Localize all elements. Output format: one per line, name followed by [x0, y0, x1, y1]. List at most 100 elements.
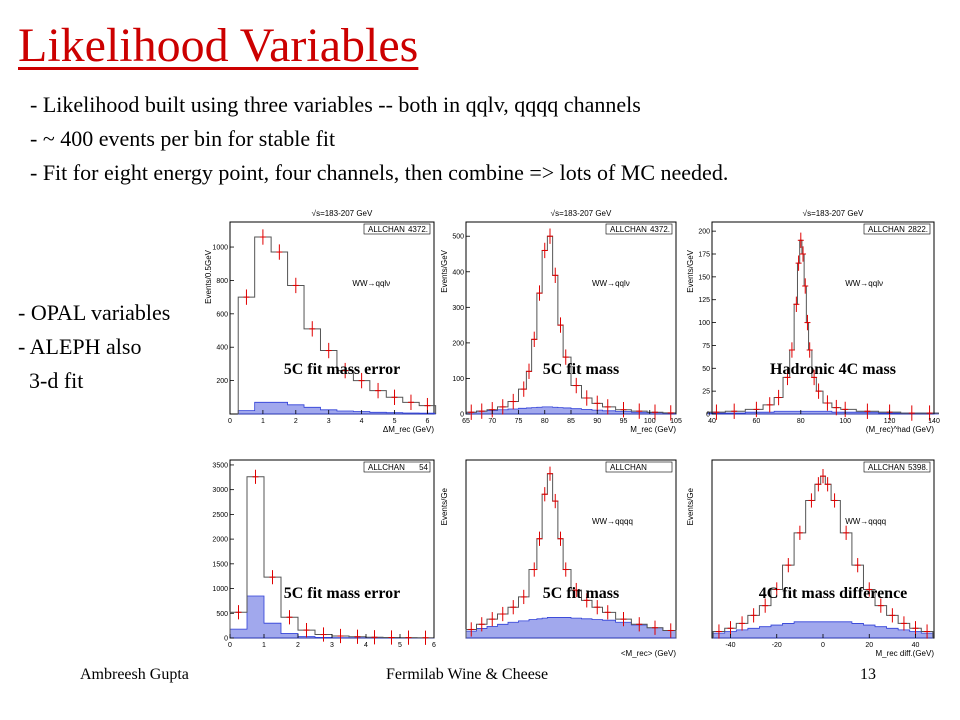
x-tick-label: 75 — [515, 418, 523, 425]
stats-box — [863, 223, 931, 235]
data-point — [499, 399, 506, 415]
y-tick-label: 2500 — [212, 512, 228, 519]
x-tick-label: 5 — [393, 418, 397, 425]
side-note-opal: - OPAL variables — [18, 300, 171, 325]
x-tick-label: 65 — [462, 418, 470, 425]
data-point — [405, 630, 412, 645]
plot-label: 5C fit mass error — [284, 585, 401, 602]
data-point — [536, 285, 543, 301]
stats-entries: 5398. — [908, 463, 928, 472]
x-tick-label: 6 — [425, 418, 429, 425]
channel-label: WW→qqqq — [592, 517, 633, 526]
x-axis-label: (M_rec)^had (GeV) — [866, 425, 935, 434]
plot-label: 4C fit mass difference — [759, 585, 908, 602]
data-point — [652, 404, 658, 420]
data-point — [831, 493, 838, 508]
data-point — [594, 395, 601, 412]
data-point — [235, 605, 242, 620]
data-point — [422, 630, 429, 645]
stats-entries: 54 — [419, 463, 428, 472]
y-tick-label: 175 — [698, 252, 710, 259]
x-tick-label: 140 — [928, 418, 940, 425]
y-tick-label: 3000 — [212, 487, 228, 494]
side-notes: - OPAL variables - ALEPH also 3-d fit — [18, 296, 170, 398]
x-tick-label: 100 — [839, 418, 851, 425]
data-point — [478, 617, 485, 632]
data-point — [866, 582, 873, 597]
data-point — [354, 629, 361, 644]
data-point — [552, 493, 559, 509]
background-fill — [712, 621, 934, 639]
x-tick-label: 90 — [593, 418, 601, 425]
data-point — [547, 228, 553, 244]
data-point — [667, 623, 674, 638]
x-tick-label: 3 — [330, 642, 334, 649]
data-point — [800, 246, 807, 262]
stats-tag: ALLCHAN — [610, 225, 647, 234]
y-tick-label: 0 — [460, 412, 464, 419]
x-tick-label: 95 — [620, 418, 628, 425]
stats-tag: ALLCHAN — [868, 225, 905, 234]
plot-panel-4: 0 500 1000 1500 2000 2500 3000 3500 0 1 2 3 4 5 6 ALLCH… — [202, 440, 440, 660]
y-tick-label: 100 — [698, 320, 710, 327]
data-point — [808, 493, 815, 508]
data-point — [468, 404, 475, 420]
data-point — [824, 395, 831, 411]
footer-event: Fermilab Wine & Cheese — [386, 666, 549, 683]
plot-svg: 0 100 200 300 400 500 65 70 75 80 85 90 95 100 105 ALLC… — [440, 209, 682, 434]
data-point — [811, 369, 818, 386]
data-point — [391, 389, 398, 405]
plot-svg: 0 500 1000 1500 2000 2500 3000 3500 0 1 2 3 4 5 6 ALLCH… — [212, 459, 436, 649]
data-point — [713, 404, 720, 420]
x-tick-label: 120 — [884, 418, 896, 425]
y-tick-label: 800 — [216, 278, 228, 285]
data-point — [573, 377, 580, 394]
data-point — [594, 600, 601, 615]
channel-label: WW→qqlν — [592, 279, 630, 288]
background-fill — [465, 617, 677, 639]
x-tick-label: 1 — [262, 642, 266, 649]
data-point — [337, 628, 344, 644]
x-tick-label: 1 — [261, 418, 265, 425]
data-point — [636, 617, 643, 632]
y-tick-label: 25 — [702, 389, 710, 396]
data-point — [562, 562, 569, 577]
stats-tag: ALLCHAN — [868, 463, 905, 472]
y-tick-label: 100 — [452, 376, 464, 383]
data-point — [820, 469, 826, 484]
mc-histogram — [237, 236, 437, 414]
data-point — [499, 606, 506, 622]
data-point — [854, 558, 861, 573]
y-tick-label: 1000 — [212, 586, 228, 593]
bullet-1: - Likelihood built using three variables… — [30, 92, 641, 117]
plot-svg: ALLCHAN WW→qqqq Events/Ge <M_rec> (GeV) 5C f… — [440, 459, 677, 658]
plot-panel-2: 0 100 200 300 400 500 65 70 75 80 85 90 95 100 105 ALLC… — [438, 202, 682, 436]
data-point — [788, 342, 795, 358]
energy-label: √s=183-207 GeV — [803, 209, 864, 218]
y-tick-label: 150 — [698, 274, 710, 281]
data-point — [775, 389, 782, 406]
plot-frame — [711, 221, 935, 415]
data-point — [877, 598, 884, 613]
data-point — [541, 487, 548, 502]
x-axis-label: M_rec diff.(GeV) — [875, 649, 934, 658]
y-tick-label: 200 — [698, 229, 710, 236]
data-point — [547, 466, 553, 481]
data-point — [489, 402, 496, 418]
stats-box — [363, 461, 431, 473]
plot-label: 5C fit mass — [543, 585, 619, 602]
data-point — [802, 278, 809, 294]
data-point — [739, 616, 746, 631]
data-point — [557, 317, 564, 333]
data-point — [309, 321, 316, 337]
stats-entries: 2822. — [908, 225, 928, 234]
data-point — [583, 593, 590, 608]
y-tick-label: 1500 — [212, 561, 228, 568]
data-point — [762, 598, 769, 613]
channel-label: WW→qqlν — [845, 279, 883, 288]
x-tick-label: 40 — [912, 642, 920, 649]
x-tick-label: 4 — [364, 642, 368, 649]
data-point — [924, 624, 931, 639]
x-tick-label: 6 — [432, 642, 436, 649]
data-point — [793, 296, 800, 312]
